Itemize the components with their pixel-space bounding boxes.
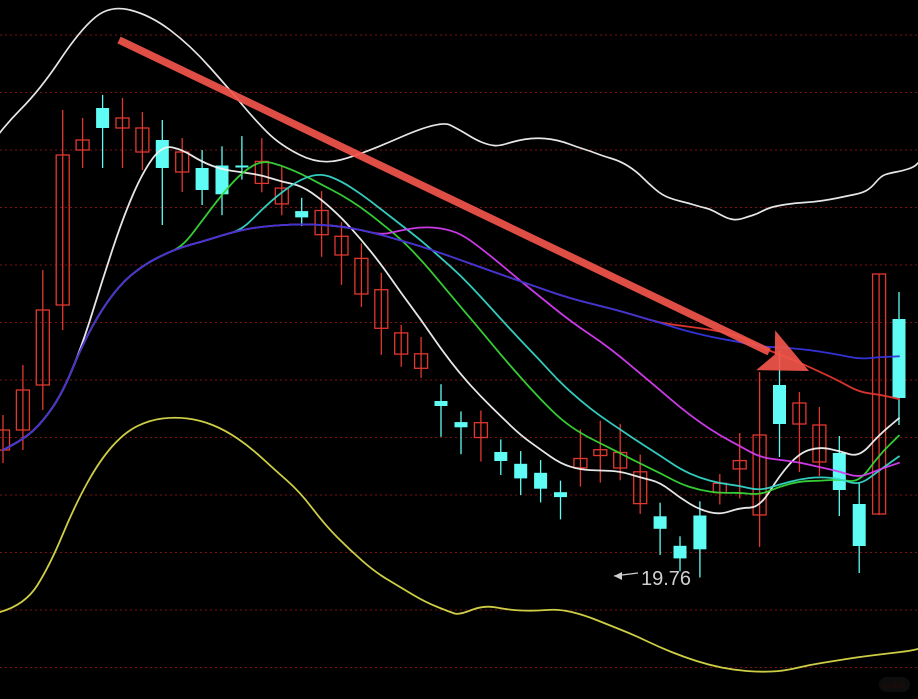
svg-text:19.76: 19.76 bbox=[641, 568, 691, 590]
svg-text:KLINE: KLINE bbox=[882, 681, 905, 690]
